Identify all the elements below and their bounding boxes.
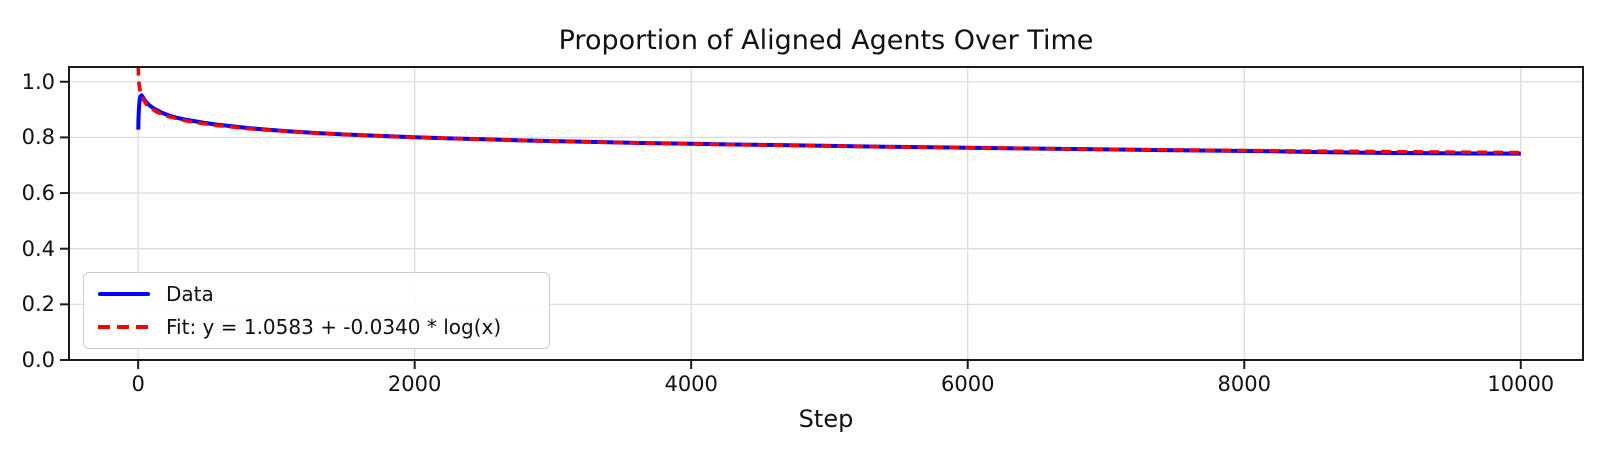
x-tick-label: 6000 xyxy=(940,372,995,396)
x-tick-label: 2000 xyxy=(387,372,442,396)
x-tick-label: 10000 xyxy=(1487,372,1555,396)
y-tick-label: 1.0 xyxy=(21,69,55,94)
x-tick-label: 0 xyxy=(131,372,145,396)
legend-label-fit: Fit: y = 1.0583 + -0.0340 * log(x) xyxy=(166,315,502,339)
legend-item-data: Data xyxy=(98,282,535,306)
legend-item-fit: Fit: y = 1.0583 + -0.0340 * log(x) xyxy=(98,315,535,339)
chart-title: Proportion of Aligned Agents Over Time xyxy=(558,25,1094,56)
legend: Data Fit: y = 1.0583 + -0.0340 * log(x) xyxy=(83,272,550,349)
x-tick-label: 4000 xyxy=(664,372,718,396)
fit-line-swatch xyxy=(98,325,150,329)
y-tick-label: 0.2 xyxy=(21,292,55,317)
legend-label-data: Data xyxy=(166,282,214,306)
y-tick-label: 0.6 xyxy=(21,181,55,206)
data-series xyxy=(136,67,1521,156)
plot-border xyxy=(68,66,1584,361)
y-tick-label: 0.8 xyxy=(21,125,55,150)
y-tick-label: 0.4 xyxy=(21,236,55,261)
data-line-swatch xyxy=(98,291,150,297)
tick-marks xyxy=(60,80,1522,369)
x-axis-label: Step xyxy=(798,405,854,433)
x-tick-label: 8000 xyxy=(1217,372,1271,396)
y-tick-label: 0.0 xyxy=(21,348,55,372)
